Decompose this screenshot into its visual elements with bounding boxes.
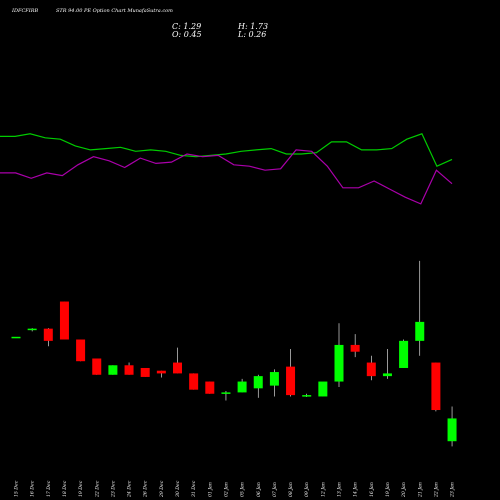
x-tick-label: 21 Jan	[417, 482, 423, 498]
candle-body	[399, 340, 409, 368]
x-tick-label: 08 Jan	[288, 482, 294, 497]
x-tick-label: 26 Dec	[143, 480, 149, 498]
candle-02-jan	[221, 391, 231, 401]
candle-06-jan	[253, 374, 263, 398]
candle-body	[124, 365, 134, 375]
x-tick-label: 06 Jan	[256, 482, 262, 497]
candle-body	[92, 358, 102, 375]
candle-body	[431, 362, 441, 411]
candle-16-jan	[366, 355, 376, 381]
candle-body	[11, 336, 21, 339]
x-tick-label: 23 Jan	[450, 482, 456, 498]
x-tick-label: 18 Dec	[62, 480, 68, 497]
candle-14-jan	[350, 334, 360, 358]
candle-24-dec	[124, 362, 134, 375]
candle-body	[237, 381, 247, 393]
x-tick-label: 12 Jan	[320, 482, 326, 497]
purple-indicator-line	[0, 149, 453, 205]
candle-22-jan	[431, 362, 441, 412]
candlestick-series	[11, 260, 457, 447]
candle-body	[318, 381, 328, 397]
x-tick-label: 05 Jan	[240, 482, 246, 497]
x-tick-label: 29 Dec	[159, 480, 165, 498]
candle-body	[140, 367, 150, 377]
candle-20-jan	[399, 339, 409, 368]
candle-13-jan	[334, 323, 344, 387]
candle-22-dec	[92, 358, 102, 375]
candle-19-dec	[76, 339, 86, 362]
candle-body	[108, 365, 118, 375]
x-tick-label: 19 Jan	[385, 482, 391, 497]
x-tick-label: 31 Dec	[191, 480, 197, 497]
x-tick-label: 19 Dec	[78, 480, 84, 497]
candle-12-jan	[318, 381, 328, 397]
candle-21-jan	[415, 260, 425, 356]
candle-26-dec	[140, 367, 150, 377]
candle-body	[286, 366, 296, 396]
symbol-label: IDFCFIRB	[12, 8, 39, 14]
x-tick-label: 15 Dec	[14, 480, 20, 497]
candle-16-dec	[27, 328, 37, 332]
candle-body	[27, 328, 37, 331]
candle-body	[447, 418, 457, 442]
candle-body	[59, 301, 69, 340]
candle-18-dec	[59, 301, 69, 340]
candle-body	[350, 344, 360, 352]
close-readout: C: 1.29	[172, 22, 202, 31]
x-tick-label: 16 Jan	[369, 482, 375, 497]
candle-body	[189, 373, 199, 390]
candle-body	[43, 328, 53, 341]
candle-09-jan	[302, 393, 312, 398]
x-tick-label: 24 Dec	[127, 480, 133, 498]
candle-body	[334, 344, 344, 382]
candle-body	[382, 373, 392, 377]
x-tick-label: 09 Jan	[304, 482, 310, 497]
candle-31-dec	[189, 373, 199, 390]
x-tick-label: 16 Dec	[30, 480, 36, 497]
candle-body	[253, 376, 263, 389]
x-tick-label: 07 Jan	[272, 482, 278, 497]
chart-subtitle: STR 94.00 PE Option Chart MunafaSutra.co…	[56, 8, 173, 14]
candle-07-jan	[269, 369, 279, 397]
candle-17-dec	[43, 328, 53, 347]
x-tick-label: 14 Jan	[353, 482, 359, 497]
x-tick-label: 01 Jan	[207, 482, 213, 497]
x-tick-label: 23 Dec	[110, 480, 116, 498]
x-tick-label: 13 Jan	[337, 482, 343, 497]
candle-body	[156, 370, 166, 374]
candle-body	[302, 395, 312, 397]
candle-body	[366, 362, 376, 377]
candle-15-dec	[11, 336, 21, 339]
candle-08-jan	[286, 349, 296, 397]
x-tick-label: 17 Dec	[46, 480, 52, 497]
candle-23-dec	[108, 365, 118, 375]
candle-body	[415, 321, 425, 341]
x-tick-label: 02 Jan	[223, 482, 229, 497]
candle-body	[76, 339, 86, 362]
x-tick-label: 20 Jan	[401, 482, 407, 498]
x-tick-label: 22 Jan	[433, 482, 439, 498]
candle-body	[221, 392, 231, 394]
candle-body	[205, 381, 215, 394]
high-readout: H: 1.73	[238, 22, 269, 31]
indicator-lines	[0, 133, 453, 205]
green-indicator-line	[0, 133, 453, 167]
candle-body	[173, 362, 182, 374]
candle-19-jan	[382, 349, 392, 379]
candle-01-jan	[205, 381, 215, 394]
x-tick-label: 22 Dec	[94, 480, 100, 498]
x-axis-labels: 15 Dec 16 Dec 17 Dec 18 Dec 19 Dec 22 Dec 23 D…	[14, 480, 456, 498]
candle-body	[269, 372, 279, 386]
candle-29-dec	[156, 370, 166, 378]
candle-05-jan	[237, 378, 247, 393]
open-readout: O: 0.45	[172, 30, 202, 39]
x-tick-label: 30 Dec	[175, 480, 181, 497]
candle-30-dec	[173, 347, 182, 374]
candle-23-jan	[447, 406, 457, 447]
low-readout: L: 0.26	[238, 30, 267, 39]
